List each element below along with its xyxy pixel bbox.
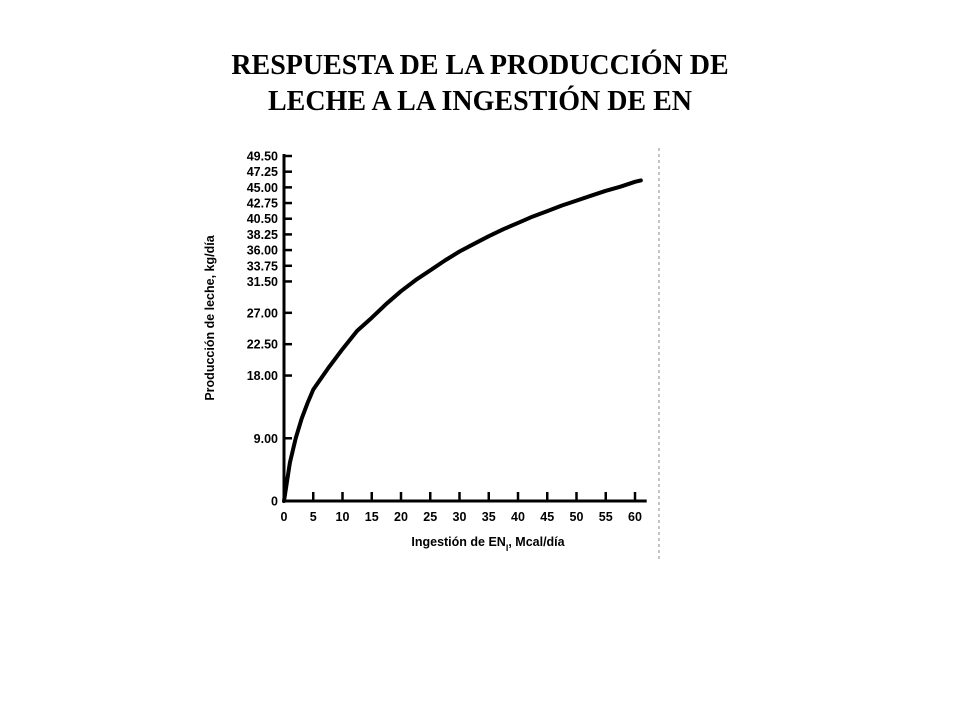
slide-title-line-1: RESPUESTA DE LA PRODUCCIÓN DE	[231, 50, 729, 81]
slide-title-line-2: LECHE A LA INGESTIÓN DE EN	[267, 86, 693, 117]
y-tick-label: 42.75	[247, 197, 278, 211]
x-axis-label-suffix: , Mcal/día	[508, 535, 565, 549]
y-tick-label: 27.00	[247, 306, 278, 320]
y-tick-label: 9.00	[254, 432, 278, 446]
x-tick-label: 45	[540, 510, 554, 524]
x-tick-label: 5	[310, 510, 317, 524]
y-tick-label: 33.75	[247, 259, 278, 273]
x-tick-label: 0	[281, 510, 288, 524]
y-tick-label: 31.50	[247, 275, 278, 289]
x-axis-label: Ingestión de ENl, Mcal/día	[411, 535, 565, 553]
response-curve	[282, 178, 643, 503]
x-tick-label: 60	[628, 510, 642, 524]
y-tick-label: 45.00	[247, 181, 278, 195]
x-tick-label: 10	[336, 510, 350, 524]
x-tick-label: 50	[570, 510, 584, 524]
y-tick-label: 47.25	[247, 165, 278, 179]
x-axis-label-subscript: l	[506, 543, 509, 553]
x-tick-label: 25	[423, 510, 437, 524]
y-tick-label: 18.00	[247, 369, 278, 383]
x-tick-label: 30	[453, 510, 467, 524]
x-tick-label: 55	[599, 510, 613, 524]
y-tick-label: 49.50	[247, 150, 278, 164]
y-tick-label: 36.00	[247, 244, 278, 258]
y-tick-label: 38.25	[247, 228, 278, 242]
y-tick-label: 22.50	[247, 338, 278, 352]
x-tick-label: 40	[511, 510, 525, 524]
y-tick-label: 0	[271, 495, 278, 509]
x-tick-label: 15	[365, 510, 379, 524]
x-tick-label: 20	[394, 510, 408, 524]
y-tick-label: 40.50	[247, 212, 278, 226]
y-axis-label: Producción de leche, kg/día	[203, 234, 217, 400]
chart-plot-area	[282, 178, 643, 503]
x-tick-label: 35	[482, 510, 496, 524]
slide-title: RESPUESTA DE LA PRODUCCIÓN DE LECHE A LA…	[120, 48, 840, 120]
